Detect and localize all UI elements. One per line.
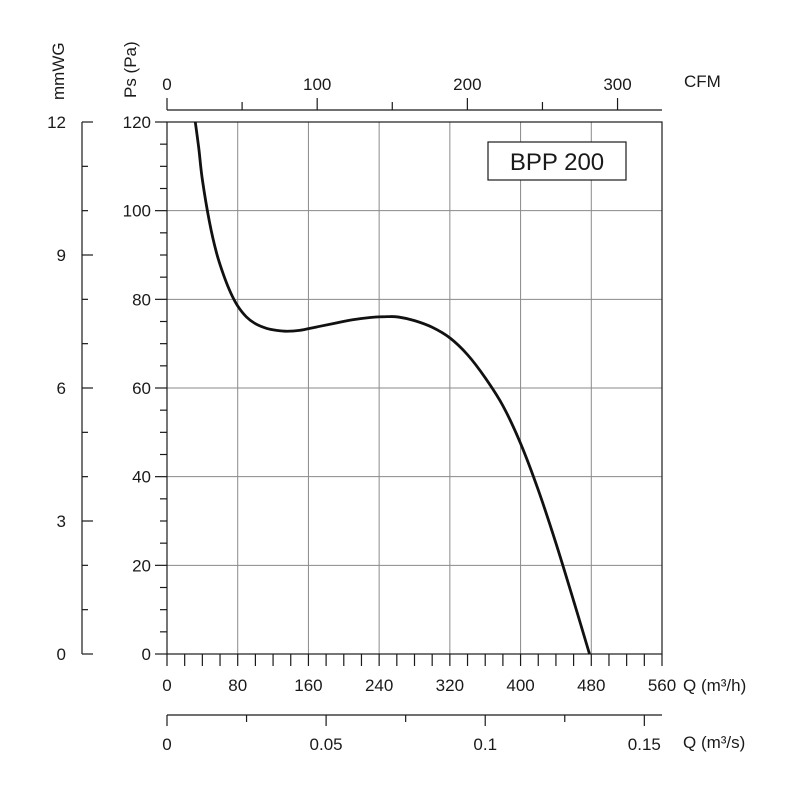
- performance-curve-bpp-200: [193, 121, 591, 655]
- model-label: BPP 200: [510, 149, 604, 176]
- mmwg-tick-label: 9: [57, 246, 66, 265]
- flow-m3s-tick-label: 0.1: [473, 735, 497, 754]
- flow-m3h-tick-label: 480: [577, 676, 605, 695]
- pressure-tick-label: 60: [132, 379, 151, 398]
- flow-m3h-tick-label: 320: [436, 676, 464, 695]
- pressure-tick-label: 0: [142, 645, 151, 664]
- pressure-tick-label: 80: [132, 290, 151, 309]
- flow-m3s-tick-label: 0.05: [310, 735, 343, 754]
- grid-layer: [167, 122, 662, 654]
- flow-m3h-tick-label: 560: [648, 676, 676, 695]
- flow-m3s-axis-title: Q (m³/s): [683, 733, 745, 752]
- mmwg-tick-label: 3: [57, 512, 66, 531]
- flow-m3h-tick-label: 80: [228, 676, 247, 695]
- flow-m3h-axis-title: Q (m³/h): [683, 676, 746, 695]
- model-label-box: [487, 141, 627, 181]
- flow-m3h-tick-label: 400: [506, 676, 534, 695]
- axes-layer: [81, 98, 663, 726]
- flow-m3h-tick-label: 240: [365, 676, 393, 695]
- pressure-tick-label: 20: [132, 556, 151, 575]
- pressure-tick-label: 120: [123, 113, 151, 132]
- flow-m3s-tick-label: 0.15: [628, 735, 661, 754]
- mmwg-tick-label: 12: [47, 113, 66, 132]
- pressure-tick-label: 100: [123, 202, 151, 221]
- pressure-tick-label: 40: [132, 468, 151, 487]
- cfm-tick-label: 300: [603, 75, 631, 94]
- mmwg-tick-label: 0: [57, 645, 66, 664]
- flow-m3h-tick-label: 160: [294, 676, 322, 695]
- pressure-axis-title: Ps (Pa): [121, 41, 140, 98]
- flow-m3h-tick-label: 0: [162, 676, 171, 695]
- cfm-axis-title: CFM: [684, 72, 721, 91]
- cfm-tick-label: 200: [453, 75, 481, 94]
- mmwg-tick-label: 6: [57, 379, 66, 398]
- cfm-tick-label: 0: [162, 75, 171, 94]
- mmwg-axis-title: mmWG: [49, 42, 68, 100]
- cfm-tick-label: 100: [303, 75, 331, 94]
- flow-m3s-tick-label: 0: [162, 735, 171, 754]
